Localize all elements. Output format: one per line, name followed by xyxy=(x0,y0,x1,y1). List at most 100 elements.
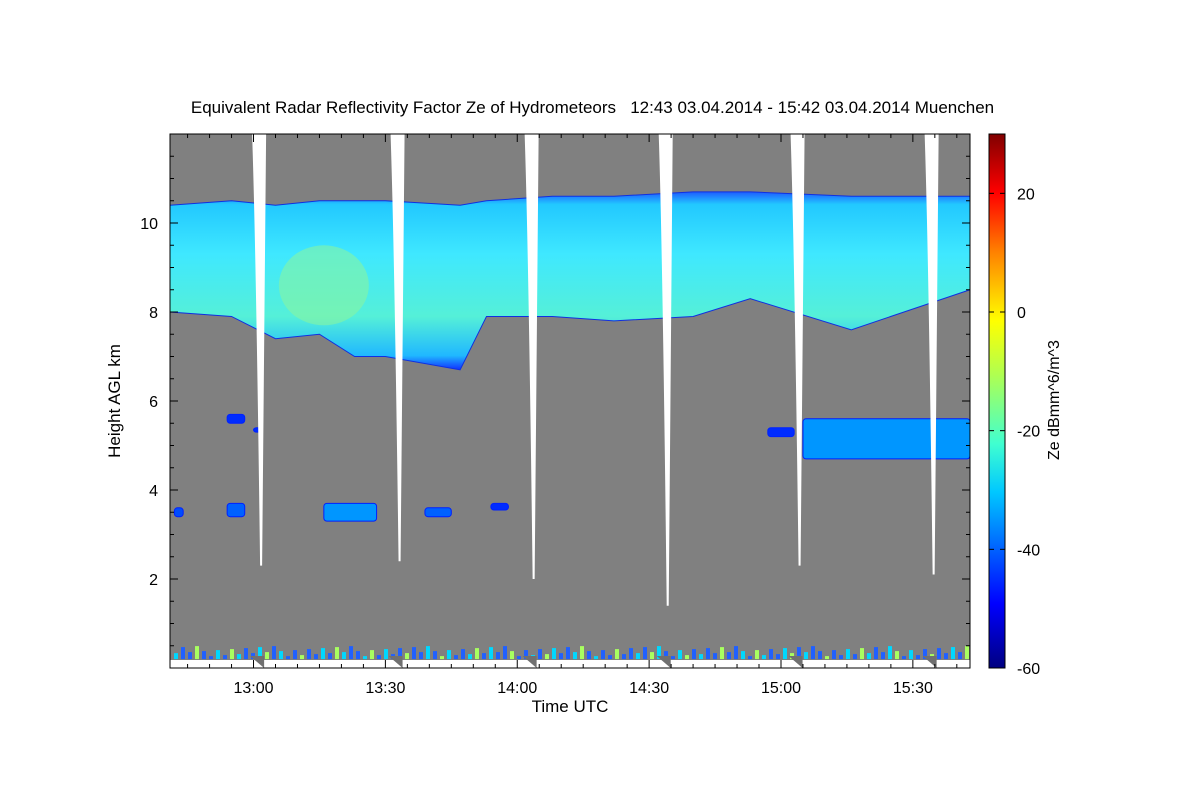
surface-clutter xyxy=(846,649,850,660)
surface-clutter xyxy=(713,653,717,660)
echo-patch-0 xyxy=(226,413,246,424)
surface-clutter xyxy=(195,646,199,660)
data-gap-3 xyxy=(658,134,673,606)
surface-clutter xyxy=(356,651,360,660)
surface-clutter xyxy=(874,647,878,660)
surface-clutter xyxy=(265,652,269,660)
echo-patch-4 xyxy=(323,502,378,522)
surface-clutter xyxy=(923,649,927,660)
y-tick-label: 8 xyxy=(149,305,158,322)
surface-clutter xyxy=(545,654,549,660)
surface-clutter xyxy=(944,653,948,660)
surface-clutter xyxy=(839,655,843,660)
surface-clutter xyxy=(468,654,472,660)
surface-clutter xyxy=(804,652,808,660)
surface-clutter xyxy=(811,646,815,660)
surface-clutter xyxy=(783,648,787,660)
gap-foot-4 xyxy=(788,656,803,668)
x-tick-label: 14:30 xyxy=(629,680,669,697)
surface-clutter xyxy=(601,650,605,660)
surface-clutter xyxy=(447,650,451,660)
surface-clutter xyxy=(328,653,332,660)
echo-patch-2 xyxy=(173,507,184,518)
y-tick-label: 10 xyxy=(140,216,158,233)
colorbar-tick-label: -20 xyxy=(1017,424,1040,441)
surface-clutter xyxy=(587,651,591,660)
surface-clutter xyxy=(699,654,703,660)
surface-clutter xyxy=(230,649,234,660)
surface-clutter xyxy=(825,656,829,660)
surface-clutter xyxy=(377,655,381,660)
x-tick-label: 15:00 xyxy=(761,680,801,697)
echo-patch-5 xyxy=(424,507,452,518)
surface-clutter xyxy=(566,647,570,660)
surface-clutter xyxy=(881,652,885,660)
surface-clutter xyxy=(741,651,745,660)
surface-clutter xyxy=(860,648,864,660)
x-tick-label: 14:00 xyxy=(497,680,537,697)
surface-clutter xyxy=(237,654,241,660)
surface-clutter xyxy=(496,652,500,660)
surface-clutter xyxy=(818,651,822,660)
colorbar-bar xyxy=(988,133,1006,669)
y-axis-label: Height AGL km xyxy=(105,344,124,458)
surface-clutter xyxy=(461,649,465,660)
surface-clutter xyxy=(888,646,892,660)
surface-clutter xyxy=(608,655,612,660)
surface-clutter xyxy=(552,648,556,660)
surface-clutter xyxy=(384,649,388,660)
surface-clutter xyxy=(594,656,598,660)
surface-clutter xyxy=(832,650,836,660)
surface-clutter xyxy=(335,647,339,660)
surface-clutter xyxy=(664,651,668,660)
data-gap-1 xyxy=(390,134,405,562)
surface-clutter xyxy=(958,652,962,660)
surface-clutter xyxy=(426,646,430,660)
surface-clutter xyxy=(524,650,528,660)
surface-clutter xyxy=(293,650,297,660)
colorbar-tick-label: 20 xyxy=(1017,186,1035,203)
surface-clutter xyxy=(762,655,766,660)
surface-clutter xyxy=(650,652,654,660)
surface-clutter xyxy=(440,656,444,660)
surface-clutter xyxy=(937,648,941,660)
surface-clutter xyxy=(482,653,486,660)
surface-clutter xyxy=(720,647,724,660)
data-gap-2 xyxy=(524,134,539,579)
chart-title: Equivalent Radar Reflectivity Factor Ze … xyxy=(190,98,995,117)
surface-clutter xyxy=(692,649,696,660)
surface-clutter xyxy=(902,656,906,660)
colorbar: 20 0 -20 -40 -60 Ze dBmm^6/m^3 xyxy=(988,133,1063,678)
surface-clutter xyxy=(951,647,955,660)
x-tick-label: 13:00 xyxy=(233,680,273,697)
x-tick-label: 15:30 xyxy=(893,680,933,697)
surface-clutter xyxy=(853,654,857,660)
surface-clutter xyxy=(223,655,227,660)
surface-clutter xyxy=(965,646,969,660)
gap-foot-3 xyxy=(656,656,671,668)
surface-clutter xyxy=(370,650,374,660)
gap-foot-2 xyxy=(522,656,537,668)
surface-clutter xyxy=(286,656,290,660)
surface-clutter xyxy=(685,655,689,660)
surface-clutter xyxy=(279,651,283,660)
echo-patch-7 xyxy=(767,427,795,438)
colorbar-label: Ze dBmm^6/m^3 xyxy=(1046,340,1063,460)
surface-clutter xyxy=(867,653,871,660)
y-tick-label: 4 xyxy=(149,483,158,500)
surface-clutter xyxy=(307,649,311,660)
surface-clutter xyxy=(615,649,619,660)
surface-clutter xyxy=(727,652,731,660)
surface-clutter xyxy=(412,647,416,660)
surface-clutter xyxy=(342,652,346,660)
x-axis-label: Time UTC xyxy=(532,697,609,716)
surface-clutter xyxy=(797,647,801,660)
surface-clutter xyxy=(776,654,780,660)
surface-clutter xyxy=(314,654,318,660)
surface-clutter xyxy=(629,648,633,660)
surface-clutter xyxy=(916,655,920,660)
surface-clutter xyxy=(489,647,493,660)
cirrus-core xyxy=(278,245,369,326)
data-gap-0 xyxy=(252,134,267,566)
